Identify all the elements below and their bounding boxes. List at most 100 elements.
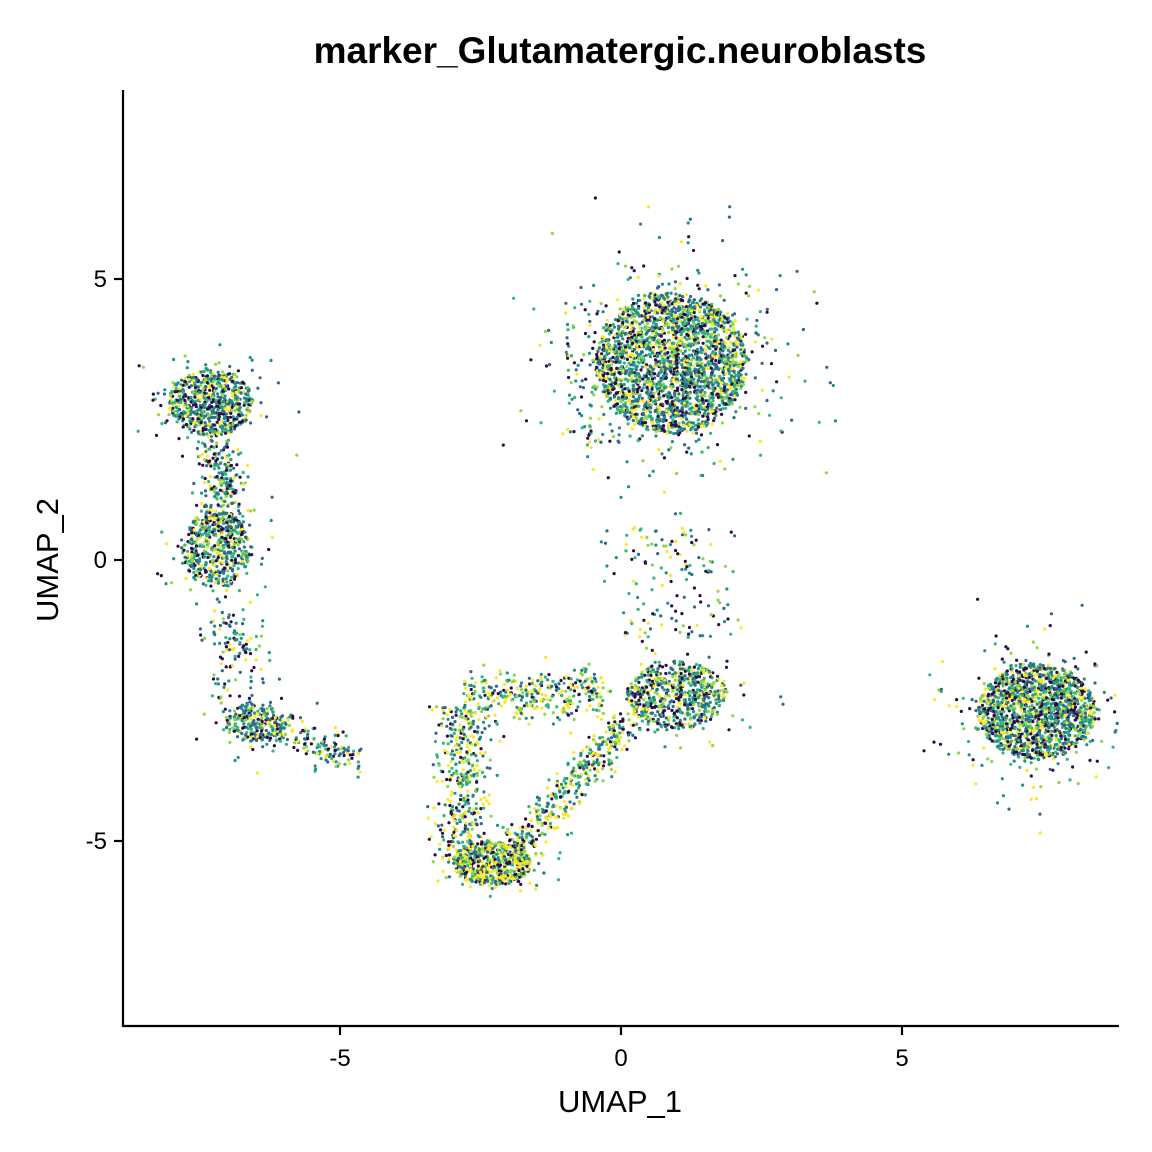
data-point (669, 312, 673, 316)
data-point (1091, 720, 1096, 724)
data-point (673, 310, 678, 315)
data-point (753, 340, 757, 344)
data-point (172, 357, 176, 362)
data-point (634, 301, 639, 305)
data-point (665, 431, 669, 435)
data-point (203, 405, 207, 410)
data-point (974, 699, 978, 703)
data-point (741, 366, 745, 370)
data-point (214, 401, 218, 405)
data-point (649, 406, 653, 410)
data-point (195, 392, 199, 396)
data-point (731, 457, 735, 461)
data-point (693, 367, 697, 371)
data-point (700, 347, 704, 352)
data-point (681, 420, 685, 424)
data-point (592, 283, 596, 287)
data-point (693, 428, 697, 432)
data-point (662, 456, 667, 460)
data-point (1063, 734, 1067, 739)
data-point (1056, 762, 1060, 766)
data-point (709, 401, 713, 405)
data-point (1018, 670, 1022, 674)
data-point (932, 697, 937, 702)
data-point (1004, 704, 1008, 708)
data-point (606, 394, 610, 398)
data-point (1037, 677, 1041, 682)
data-point (1029, 756, 1033, 760)
data-point (635, 365, 639, 369)
data-point (173, 413, 177, 417)
data-point (1059, 702, 1063, 707)
data-point (609, 368, 613, 372)
data-point (617, 250, 621, 254)
data-point (1010, 667, 1014, 671)
data-point (626, 336, 630, 340)
data-point (1068, 683, 1072, 687)
data-point (739, 360, 743, 364)
data-point (618, 405, 623, 409)
data-point (1074, 750, 1078, 754)
data-point (724, 382, 728, 386)
data-point (1049, 704, 1053, 709)
data-point (670, 409, 674, 413)
data-point (295, 453, 299, 457)
data-point (690, 342, 694, 346)
data-point (709, 362, 713, 366)
data-point (1034, 797, 1039, 801)
data-point (616, 319, 620, 323)
data-point (174, 405, 178, 409)
data-point (629, 338, 633, 342)
data-point (676, 296, 680, 300)
data-point (657, 448, 661, 452)
data-point (990, 739, 994, 743)
data-point (648, 292, 653, 296)
data-point (672, 372, 676, 376)
data-point (697, 399, 702, 403)
data-point (219, 395, 223, 399)
data-point (724, 359, 728, 363)
data-point (727, 215, 732, 219)
data-point (1068, 778, 1072, 782)
data-point (244, 419, 248, 423)
data-point (677, 306, 681, 310)
data-point (602, 335, 606, 339)
data-point (702, 310, 707, 314)
data-point (616, 324, 621, 328)
data-point (715, 381, 719, 385)
data-point (994, 730, 998, 734)
data-point (678, 341, 683, 345)
data-point (669, 291, 673, 295)
data-point (621, 408, 626, 412)
data-point (744, 390, 748, 394)
data-point (633, 313, 637, 317)
data-point (730, 398, 734, 402)
data-point (649, 374, 653, 378)
data-point (1061, 684, 1065, 688)
data-point (151, 392, 155, 396)
data-point (721, 345, 726, 349)
data-point (1067, 742, 1071, 746)
data-point (549, 340, 553, 345)
data-point (586, 455, 590, 459)
data-point (708, 341, 713, 345)
data-point (729, 324, 733, 328)
data-point (1049, 612, 1053, 616)
data-point (673, 394, 677, 398)
data-point (1040, 707, 1044, 711)
data-point (631, 418, 635, 423)
data-point (646, 371, 650, 375)
data-point (1032, 711, 1036, 716)
data-point (716, 333, 721, 337)
data-point (1004, 722, 1009, 726)
data-point (1037, 757, 1041, 762)
data-point (646, 399, 650, 403)
data-point (1034, 695, 1038, 700)
data-point (672, 323, 676, 327)
data-point (705, 420, 709, 424)
data-point (1012, 750, 1016, 755)
data-point (664, 409, 668, 413)
data-point (1033, 678, 1037, 682)
data-point (717, 318, 721, 322)
data-point (709, 431, 713, 435)
